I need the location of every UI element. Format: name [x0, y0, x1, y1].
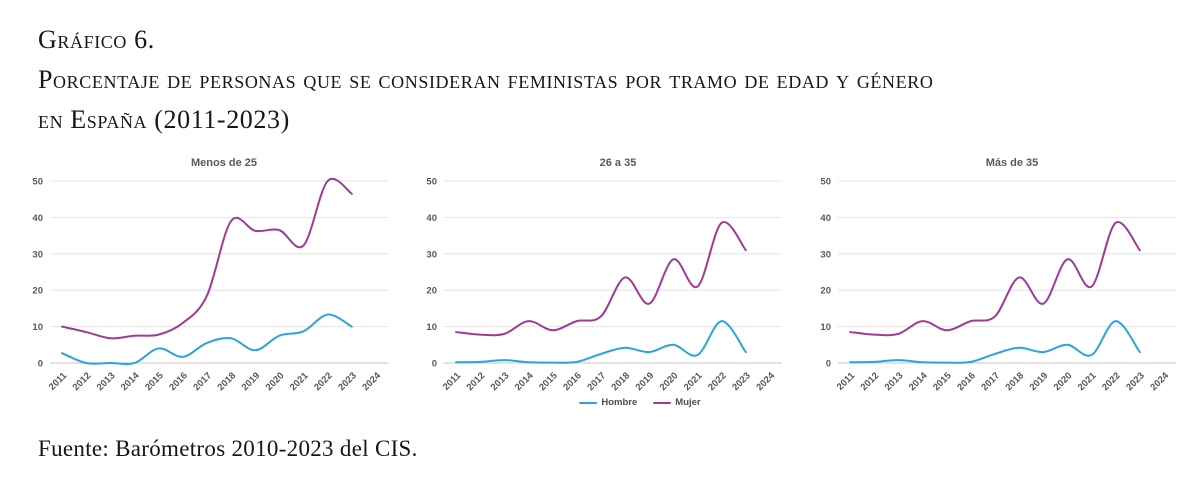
x-tick-label: 2015: [537, 370, 560, 393]
x-tick-label: 2013: [95, 370, 118, 393]
x-tick-label: 2015: [143, 370, 166, 393]
figure-number: Gráfico 6.: [38, 25, 155, 54]
series-line-mujer: [849, 221, 1141, 337]
chart-panel-mas-35: Más de 35 0 10 20 30 40 50 2011 2012 2013 2014 201…: [802, 156, 1196, 408]
legend-item-mujer: Mujer: [653, 397, 701, 408]
x-tick-label: 2012: [859, 370, 882, 393]
series-line-hombre: [61, 313, 353, 366]
x-tick-label: 2020: [264, 370, 287, 393]
x-tick-label: 2011: [441, 370, 464, 393]
x-tick-label: 2016: [561, 370, 584, 393]
x-tick-label: 2020: [1052, 370, 1075, 393]
y-tick-label: 30: [820, 249, 831, 260]
x-tick-label: 2022: [1100, 370, 1123, 393]
charts-row: Menos de 25 0 10 20 30 40 50 2011 2012 2013 2014 2…: [14, 156, 1196, 408]
x-tick-label: 2021: [288, 370, 311, 393]
x-tick-label: 2017: [585, 370, 608, 393]
y-tick-label: 20: [32, 286, 43, 297]
x-tick-label: 2014: [907, 370, 930, 393]
figure-title-continued: en España (2011-2023): [38, 105, 290, 134]
x-tick-label: 2013: [489, 370, 512, 393]
x-tick-label: 2013: [883, 370, 906, 393]
x-tick-label: 2011: [835, 370, 858, 393]
x-tick-label: 2019: [1028, 370, 1051, 393]
y-tick-label: 10: [426, 322, 437, 333]
chart-title: Más de 35: [985, 157, 1039, 169]
legend-label-hombre: Hombre: [601, 397, 638, 408]
chart-panel-26-35: 26 a 35 0 10 20 30 40 50 2011 2012 2013 2014 2015 2…: [408, 156, 802, 408]
y-tick-label: 40: [426, 213, 437, 224]
x-tick-label: 2011: [47, 370, 70, 393]
x-tick-label: 2017: [979, 370, 1002, 393]
y-tick-label: 10: [32, 322, 43, 333]
chart-title: 26 a 35: [599, 157, 637, 169]
y-tick-label: 50: [426, 177, 437, 188]
x-tick-label: 2019: [240, 370, 263, 393]
x-tick-label: 2024: [754, 370, 777, 393]
hombre-line-swatch: [579, 401, 598, 404]
y-tick-label: 0: [826, 359, 831, 370]
x-tick-label: 2016: [167, 370, 190, 393]
x-tick-label: 2018: [1003, 370, 1026, 393]
x-tick-label: 2021: [1076, 370, 1099, 393]
legend-label-mujer: Mujer: [675, 397, 701, 408]
y-tick-label: 30: [426, 249, 437, 260]
y-tick-label: 50: [820, 177, 831, 188]
x-tick-label: 2021: [682, 370, 705, 393]
y-tick-label: 0: [38, 359, 43, 370]
y-tick-label: 20: [426, 286, 437, 297]
series-line-hombre: [849, 320, 1141, 364]
x-tick-label: 2023: [1124, 370, 1147, 393]
legend-item-hombre: Hombre: [579, 397, 637, 408]
x-tick-label: 2018: [609, 370, 632, 393]
y-tick-label: 40: [820, 213, 831, 224]
x-tick-label: 2020: [658, 370, 681, 393]
y-tick-label: 30: [32, 249, 43, 260]
x-tick-label: 2023: [336, 370, 359, 393]
series-line-mujer: [455, 221, 747, 337]
y-tick-label: 0: [432, 359, 437, 370]
x-tick-label: 2015: [931, 370, 954, 393]
x-tick-label: 2022: [706, 370, 729, 393]
source-note: Fuente: Barómetros 2010-2023 del CIS.: [38, 436, 418, 461]
chart-legend: Hombre Mujer: [42, 397, 1196, 408]
figure-title-block: Gráfico 6. Porcentaje de personas que se…: [38, 20, 933, 140]
figure-title: Porcentaje de personas que se consideran…: [38, 65, 934, 94]
y-tick-label: 40: [32, 213, 43, 224]
mujer-line-swatch: [653, 401, 672, 404]
x-tick-label: 2012: [71, 370, 94, 393]
y-tick-label: 10: [820, 322, 831, 333]
x-tick-label: 2014: [513, 370, 536, 393]
x-tick-label: 2017: [191, 370, 214, 393]
x-tick-label: 2014: [119, 370, 142, 393]
y-tick-label: 20: [820, 286, 831, 297]
x-tick-label: 2018: [215, 370, 238, 393]
series-line-mujer: [61, 177, 353, 340]
x-tick-label: 2023: [730, 370, 753, 393]
series-line-hombre: [455, 320, 747, 364]
x-tick-label: 2012: [465, 370, 488, 393]
x-tick-label: 2016: [955, 370, 978, 393]
chart-title: Menos de 25: [190, 157, 258, 169]
x-tick-label: 2024: [360, 370, 383, 393]
x-tick-label: 2019: [634, 370, 657, 393]
x-tick-label: 2022: [312, 370, 335, 393]
chart-panel-menos-25: Menos de 25 0 10 20 30 40 50 2011 2012 2013 2014 2…: [14, 156, 408, 408]
y-tick-label: 50: [32, 177, 43, 188]
x-tick-label: 2024: [1148, 370, 1171, 393]
